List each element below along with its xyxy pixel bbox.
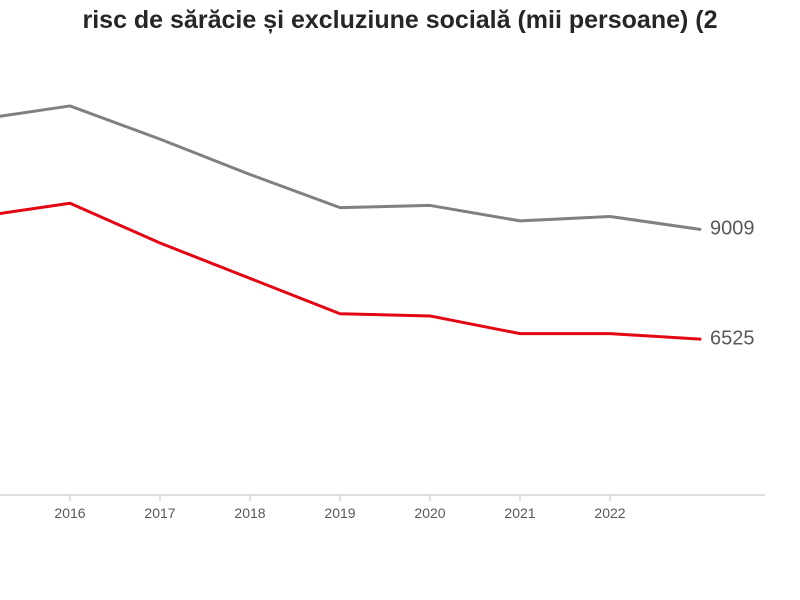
x-tick-label: 2017 <box>144 505 175 521</box>
x-tick-label: 2019 <box>324 505 355 521</box>
x-tick-label: 2022 <box>594 505 625 521</box>
x-tick-label: 2018 <box>234 505 265 521</box>
line-chart: risc de sărăcie și excluziune socială (m… <box>0 0 800 600</box>
x-tick-label: 2021 <box>504 505 535 521</box>
chart-title: risc de sărăcie și excluziune socială (m… <box>0 6 800 35</box>
series-end-label: 6525 <box>710 328 755 351</box>
x-tick-label: 2020 <box>414 505 445 521</box>
x-tick-label: 2016 <box>54 505 85 521</box>
series-end-label: 9009 <box>710 218 755 241</box>
chart-plot <box>0 65 765 535</box>
